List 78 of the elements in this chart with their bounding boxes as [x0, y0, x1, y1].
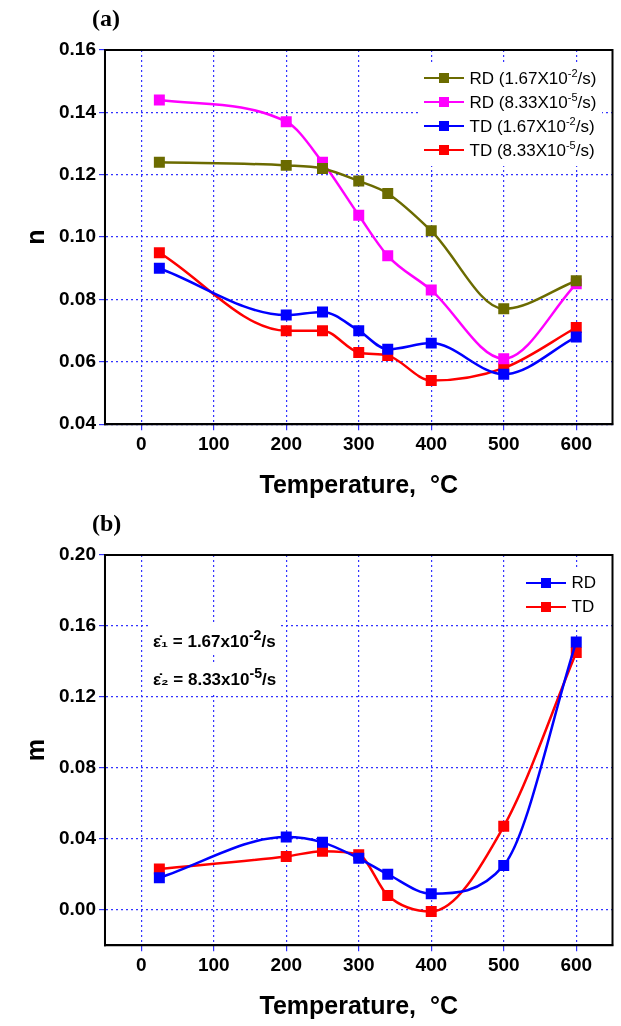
- point: [153, 262, 165, 274]
- point: [382, 890, 394, 902]
- y-tick-label: 0.20: [59, 543, 96, 565]
- point: [317, 163, 328, 174]
- x-tick-label: 400: [415, 432, 448, 454]
- point: [425, 888, 437, 900]
- point: [153, 247, 165, 259]
- y-tick-label: 0.04: [59, 827, 97, 849]
- point: [353, 325, 365, 337]
- point: [353, 209, 365, 221]
- point: [382, 343, 394, 355]
- point: [425, 375, 437, 387]
- x-tick-label: 400: [415, 953, 448, 975]
- y-tick-label: 0.00: [59, 897, 96, 919]
- point: [353, 175, 365, 187]
- point: [280, 851, 292, 863]
- x-tick-label: 0: [135, 432, 147, 454]
- legend-label: RD (8.33X10$^{-5}$/s): [469, 91, 597, 113]
- point: [280, 831, 292, 843]
- point: [425, 225, 437, 237]
- point: [425, 906, 437, 917]
- x-tick-label: 0: [135, 953, 147, 975]
- point: [425, 284, 437, 296]
- legend-label: RD: [571, 573, 597, 593]
- point: [498, 368, 510, 380]
- point: [280, 325, 292, 337]
- point: [153, 94, 165, 106]
- point: [317, 306, 328, 318]
- point: [498, 353, 510, 365]
- x-axis-title: Temperature, °C: [259, 469, 458, 498]
- x-tick-label: 100: [197, 432, 230, 454]
- point: [153, 872, 165, 884]
- x-tick-label: 300: [342, 432, 375, 454]
- point: [280, 159, 292, 171]
- y-axis-title: m: [20, 738, 49, 762]
- point: [382, 868, 394, 880]
- point: [498, 303, 510, 315]
- y-tick-label: 0.14: [59, 100, 97, 122]
- y-tick-label: 0.16: [59, 38, 96, 60]
- point: [498, 820, 510, 832]
- point: [280, 309, 292, 321]
- point: [317, 836, 328, 848]
- point: [353, 346, 365, 358]
- legend-label: TD (1.67X10$^{-2}$/s): [469, 115, 595, 137]
- point: [317, 325, 328, 337]
- x-tick-label: 500: [487, 432, 520, 454]
- x-tick-label: 200: [270, 953, 303, 975]
- legend-label: TD: [571, 597, 595, 617]
- y-tick-label: 0.04: [59, 412, 97, 434]
- legend-label: RD (1.67X10$^{-2}$/s): [469, 67, 597, 89]
- x-tick-label: 200: [270, 432, 303, 454]
- y-tick-label: 0.06: [59, 350, 96, 372]
- point: [425, 337, 437, 349]
- x-tick-label: 600: [560, 432, 593, 454]
- y-tick-label: 0.12: [59, 685, 96, 707]
- annotation: ε̇₁ = 1.67x10$^{-2}$/s: [148, 625, 280, 654]
- x-tick-label: 500: [487, 953, 520, 975]
- point: [570, 636, 582, 648]
- legend-label: TD (8.33X10$^{-5}$/s): [469, 139, 595, 161]
- point: [153, 156, 165, 168]
- point: [382, 250, 394, 262]
- x-tick-label: 100: [197, 953, 230, 975]
- y-tick-label: 0.08: [59, 287, 96, 309]
- y-tick-label: 0.12: [59, 162, 96, 184]
- x-tick-label: 600: [560, 953, 593, 975]
- chart-title: (a): [92, 5, 120, 31]
- y-tick-label: 0.08: [59, 756, 96, 778]
- x-axis-title: Temperature, °C: [259, 990, 458, 1019]
- y-axis-title: n: [20, 229, 49, 245]
- x-tick-label: 300: [342, 953, 375, 975]
- y-tick-label: 0.16: [59, 614, 96, 636]
- annotation: ε̇₂ = 8.33x10$^{-5}$/s: [148, 663, 281, 692]
- point: [280, 116, 292, 128]
- point: [498, 859, 510, 871]
- chart-title: (b): [92, 510, 122, 536]
- y-tick-label: 0.10: [59, 225, 96, 247]
- point: [382, 187, 394, 199]
- point: [570, 331, 582, 343]
